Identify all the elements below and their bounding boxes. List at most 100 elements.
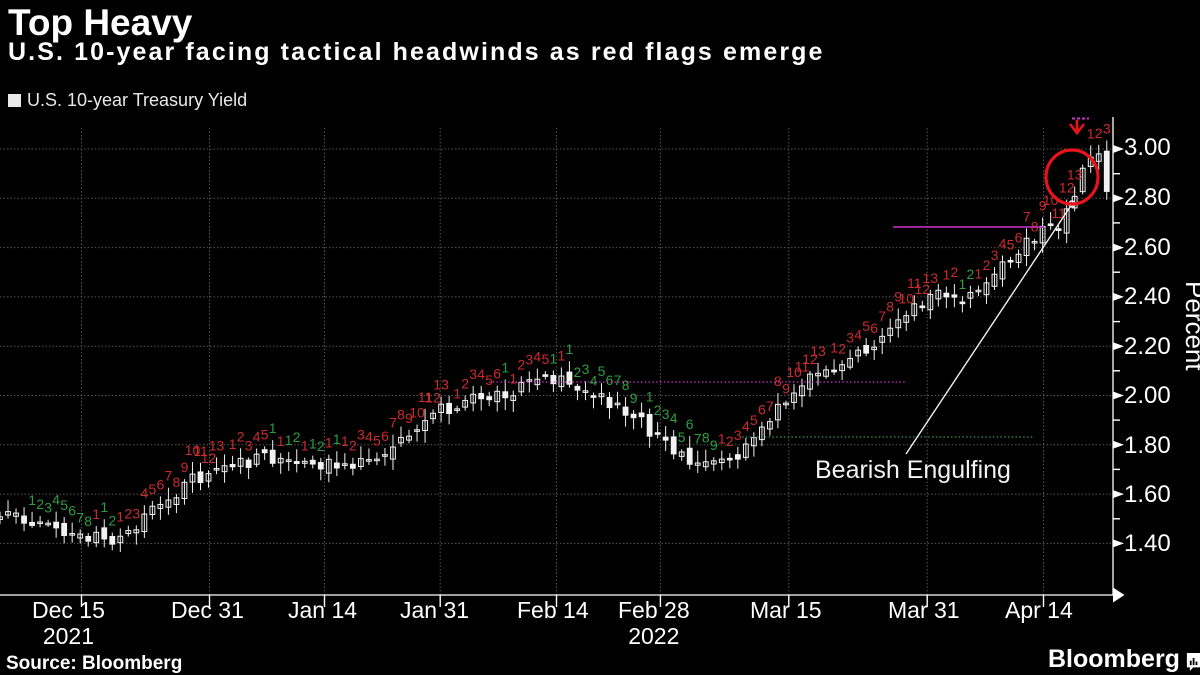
svg-text:4: 4 bbox=[253, 429, 261, 445]
svg-text:1: 1 bbox=[277, 433, 285, 449]
svg-text:1: 1 bbox=[341, 433, 349, 449]
svg-text:8: 8 bbox=[774, 373, 782, 389]
svg-text:2: 2 bbox=[1095, 125, 1103, 141]
svg-text:2: 2 bbox=[317, 438, 325, 454]
svg-text:11: 11 bbox=[1051, 205, 1066, 221]
svg-text:4: 4 bbox=[854, 326, 862, 342]
svg-text:3: 3 bbox=[44, 500, 52, 516]
svg-text:2: 2 bbox=[726, 433, 734, 449]
svg-text:2: 2 bbox=[951, 264, 959, 280]
svg-text:2: 2 bbox=[237, 428, 245, 444]
svg-text:5: 5 bbox=[542, 351, 550, 367]
svg-text:3: 3 bbox=[132, 505, 140, 521]
svg-text:1: 1 bbox=[28, 492, 36, 508]
svg-text:4: 4 bbox=[999, 236, 1007, 252]
svg-text:5: 5 bbox=[862, 318, 870, 334]
svg-text:2: 2 bbox=[967, 266, 975, 282]
svg-text:5: 5 bbox=[598, 363, 606, 379]
svg-text:7: 7 bbox=[76, 509, 84, 525]
svg-text:5: 5 bbox=[60, 497, 68, 513]
svg-text:2: 2 bbox=[574, 364, 582, 380]
svg-text:1: 1 bbox=[646, 389, 654, 405]
svg-text:5: 5 bbox=[485, 372, 493, 388]
svg-text:2: 2 bbox=[36, 496, 44, 512]
svg-text:1: 1 bbox=[325, 435, 333, 451]
svg-text:3: 3 bbox=[582, 361, 590, 377]
svg-text:7: 7 bbox=[165, 468, 173, 484]
svg-text:6: 6 bbox=[686, 416, 694, 432]
svg-text:13: 13 bbox=[923, 270, 939, 286]
svg-text:10: 10 bbox=[899, 291, 915, 307]
svg-text:1: 1 bbox=[229, 436, 237, 452]
svg-text:1: 1 bbox=[301, 438, 309, 454]
svg-text:7: 7 bbox=[389, 415, 397, 431]
svg-text:4: 4 bbox=[52, 492, 60, 508]
svg-text:1: 1 bbox=[116, 508, 124, 524]
svg-text:2: 2 bbox=[983, 257, 991, 273]
svg-text:1: 1 bbox=[959, 276, 967, 292]
svg-text:2: 2 bbox=[517, 356, 525, 372]
svg-text:8: 8 bbox=[886, 299, 894, 315]
svg-text:1: 1 bbox=[100, 499, 108, 515]
svg-text:8: 8 bbox=[622, 377, 630, 393]
svg-text:6: 6 bbox=[157, 476, 165, 492]
svg-text:3: 3 bbox=[245, 437, 253, 453]
svg-text:5: 5 bbox=[1007, 237, 1015, 253]
svg-text:6: 6 bbox=[758, 402, 766, 418]
svg-text:4: 4 bbox=[141, 485, 149, 501]
svg-text:7: 7 bbox=[1023, 208, 1031, 224]
svg-text:Bearish Engulfing: Bearish Engulfing bbox=[815, 456, 1011, 484]
svg-text:1: 1 bbox=[309, 436, 317, 452]
svg-text:3: 3 bbox=[1103, 120, 1111, 136]
svg-text:1: 1 bbox=[550, 350, 558, 366]
svg-text:5: 5 bbox=[261, 426, 269, 442]
svg-text:1: 1 bbox=[975, 266, 983, 282]
svg-text:1: 1 bbox=[509, 371, 517, 387]
svg-text:2: 2 bbox=[461, 376, 469, 392]
svg-text:6: 6 bbox=[68, 503, 76, 519]
svg-text:9: 9 bbox=[710, 437, 718, 453]
svg-text:13: 13 bbox=[810, 343, 826, 359]
svg-text:8: 8 bbox=[702, 430, 710, 446]
svg-text:1: 1 bbox=[566, 341, 574, 357]
svg-text:1: 1 bbox=[943, 267, 951, 283]
svg-text:4: 4 bbox=[365, 429, 373, 445]
svg-text:13: 13 bbox=[209, 437, 225, 453]
svg-text:8: 8 bbox=[397, 407, 405, 423]
svg-text:6: 6 bbox=[381, 428, 389, 444]
svg-text:1: 1 bbox=[333, 431, 341, 447]
svg-text:4: 4 bbox=[590, 373, 598, 389]
svg-text:6: 6 bbox=[606, 372, 614, 388]
svg-text:5: 5 bbox=[149, 481, 157, 497]
svg-text:1: 1 bbox=[453, 386, 461, 402]
svg-text:1: 1 bbox=[558, 347, 566, 363]
svg-text:7: 7 bbox=[614, 372, 622, 388]
svg-text:4: 4 bbox=[477, 366, 485, 382]
svg-text:13: 13 bbox=[1067, 167, 1083, 183]
svg-text:5: 5 bbox=[373, 432, 381, 448]
svg-text:1: 1 bbox=[285, 432, 293, 448]
svg-text:8: 8 bbox=[84, 513, 92, 529]
svg-text:6: 6 bbox=[870, 320, 878, 336]
svg-text:10: 10 bbox=[409, 405, 425, 421]
svg-text:1: 1 bbox=[501, 360, 509, 376]
svg-text:1: 1 bbox=[269, 420, 277, 436]
svg-text:7: 7 bbox=[766, 398, 774, 414]
svg-text:3: 3 bbox=[991, 247, 999, 263]
svg-text:4: 4 bbox=[670, 410, 678, 426]
svg-text:4: 4 bbox=[742, 418, 750, 434]
svg-text:13: 13 bbox=[433, 377, 449, 393]
svg-text:7: 7 bbox=[694, 431, 702, 447]
svg-text:2: 2 bbox=[124, 506, 132, 522]
svg-text:3: 3 bbox=[846, 330, 854, 346]
svg-text:2: 2 bbox=[108, 513, 116, 529]
svg-text:1: 1 bbox=[830, 339, 838, 355]
svg-text:2: 2 bbox=[293, 429, 301, 445]
svg-text:5: 5 bbox=[678, 429, 686, 445]
svg-text:5: 5 bbox=[750, 412, 758, 428]
svg-text:2: 2 bbox=[838, 340, 846, 356]
svg-text:3: 3 bbox=[525, 351, 533, 367]
svg-text:1: 1 bbox=[92, 506, 100, 522]
svg-text:9: 9 bbox=[782, 381, 790, 397]
svg-text:1: 1 bbox=[718, 431, 726, 447]
